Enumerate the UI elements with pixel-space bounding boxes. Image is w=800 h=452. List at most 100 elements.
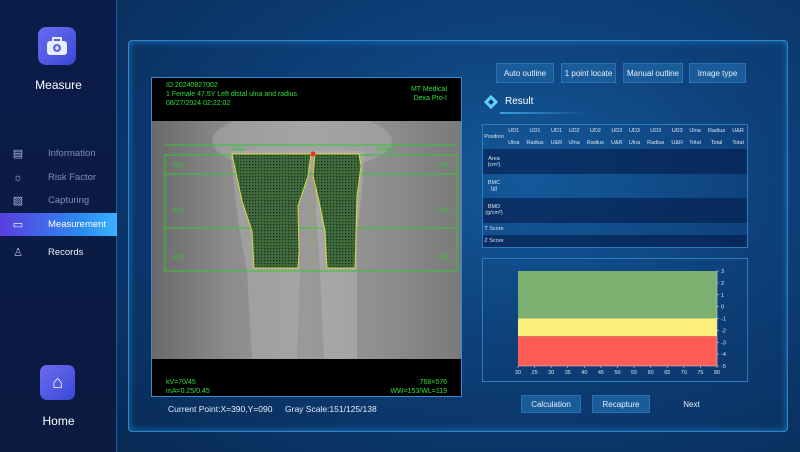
table-cell [643, 223, 668, 235]
table-cell [522, 234, 548, 247]
table-cell [607, 234, 626, 247]
table-cell [565, 149, 583, 174]
table-row: BMD (g/cm²) [483, 198, 747, 223]
device-maker: MT Medical [410, 86, 447, 93]
row-label: Z Score [483, 234, 505, 247]
table-cell [547, 234, 566, 247]
table-row: BMC (g) [483, 174, 747, 198]
manual-outline-button[interactable]: Manual outline [623, 63, 683, 83]
table-cell [668, 149, 687, 174]
table-cell [686, 149, 704, 174]
x-tick-label: 55 [631, 370, 637, 376]
column-subheader: Total [710, 140, 723, 147]
sidebar-item-label: Information [48, 148, 96, 159]
image-type-button[interactable]: Image type [689, 63, 746, 83]
x-tick-label: 35 [565, 370, 571, 376]
x-tick-label: 20 [515, 370, 521, 376]
patient-id: ID:20240827002 [166, 82, 218, 89]
recapture-button[interactable]: Recapture [592, 395, 650, 413]
table-cell [608, 174, 626, 198]
y-tick-label: -5 [721, 364, 726, 370]
result-table: Position UD1 UD1 UD1 UD2 UD2 UD2 UD3 UD3 UD3 Ulna R… [482, 124, 748, 248]
table-cell [505, 198, 523, 223]
table-cell [582, 149, 608, 174]
x-tick-label: 70 [681, 370, 687, 376]
calculation-button[interactable]: Calculation [521, 395, 581, 413]
y-tick-label: -3 [721, 340, 726, 346]
roi-label-ud1: UD1 [172, 163, 185, 169]
sidebar-item-measurement[interactable]: ▭ Measurement [0, 213, 117, 236]
table-row: Area (cm²) [483, 149, 747, 174]
table-cell [703, 198, 730, 223]
image-viewer[interactable]: ID:20240827002 1 Female 47.5Y Left dista… [151, 77, 462, 397]
x-tick-label: 30 [548, 370, 554, 376]
home-icon: ⌂ [52, 372, 63, 392]
table-cell [582, 234, 608, 247]
table-cell [703, 149, 730, 174]
table-cell [547, 198, 566, 223]
table-cell [565, 198, 583, 223]
table-cell [608, 223, 626, 235]
sidebar-item-risk-factor[interactable]: ☼ Risk Factor [0, 166, 117, 189]
column-subheader: U&R [550, 140, 563, 147]
roi-label-ud2-right: UD2 [437, 208, 450, 214]
x-tick-label: 60 [648, 370, 654, 376]
column-subheader: Radius [647, 140, 665, 147]
home-button[interactable]: ⌂ [40, 365, 75, 400]
roi-label-radius: Radius [377, 147, 396, 153]
table-cell [729, 223, 747, 235]
auto-outline-button[interactable]: Auto outline [496, 63, 554, 83]
one-point-locate-button[interactable]: 1 point locate [561, 63, 616, 83]
xray-image[interactable]: Ulna Radius UD1 UD1 UD2 UD2 UD3 UD3 [152, 111, 461, 359]
table-cell [643, 174, 668, 198]
column-subheader: Ulna [628, 140, 641, 147]
table-cell [729, 198, 747, 223]
table-cell [583, 223, 608, 235]
sidebar-item-information[interactable]: ▤ Information [0, 142, 117, 165]
column-header: UD3 [628, 128, 640, 135]
y-tick-label: 2 [721, 281, 724, 287]
table-cell [547, 149, 566, 174]
table-cell [548, 174, 566, 198]
table-cell [686, 234, 704, 247]
person-records-icon: ♙ [13, 247, 23, 259]
x-tick-label: 65 [664, 370, 670, 376]
table-cell [522, 174, 547, 198]
table-cell [729, 149, 747, 174]
y-tick-label: 3 [721, 269, 724, 275]
device-model: Dexa Pro-I [413, 95, 447, 102]
sidebar-item-capturing[interactable]: ▨ Capturing [0, 189, 117, 212]
column-header: UD1 [550, 128, 562, 135]
table-cell [625, 198, 644, 223]
table-cell [583, 174, 608, 198]
column-header: Radius [707, 128, 726, 135]
table-cell [522, 223, 547, 235]
sidebar-item-records[interactable]: ♙ Records [0, 241, 117, 264]
y-tick-label: -4 [721, 352, 726, 358]
column-subheader: Total [689, 140, 701, 147]
table-cell [703, 234, 730, 247]
table-cell [668, 174, 686, 198]
column-subheader: U&R [671, 140, 683, 147]
column-subheader: Radius [526, 140, 544, 147]
home-label: Home [42, 414, 75, 428]
app-title: Measure [35, 78, 82, 92]
column-header: UD1 [529, 128, 541, 135]
roi-label-ulna: Ulna [232, 147, 245, 153]
image-icon: ▨ [12, 195, 24, 207]
table-cell [625, 149, 644, 174]
column-header: UD2 [611, 128, 623, 135]
ma-readout: mA=0.25/0.45 [166, 388, 210, 395]
table-cell [565, 223, 582, 235]
row-label: BMD (g/cm²) [483, 198, 505, 223]
x-tick-label: 45 [598, 370, 604, 376]
table-cell [729, 234, 747, 247]
table-cell [668, 198, 687, 223]
clipboard-icon: ▤ [12, 148, 24, 160]
x-tick-label: 50 [614, 370, 620, 376]
next-button[interactable]: Next [683, 399, 700, 409]
table-cell [607, 198, 626, 223]
sidebar-item-label: Measurement [48, 219, 107, 230]
t-score-chart: 20 25 30 35 40 45 50 55 60 65 70 75 80 3 2 1 0 -1 -2 -3 -4 -5 [482, 258, 748, 382]
sidebar-item-label: Records [48, 247, 84, 258]
